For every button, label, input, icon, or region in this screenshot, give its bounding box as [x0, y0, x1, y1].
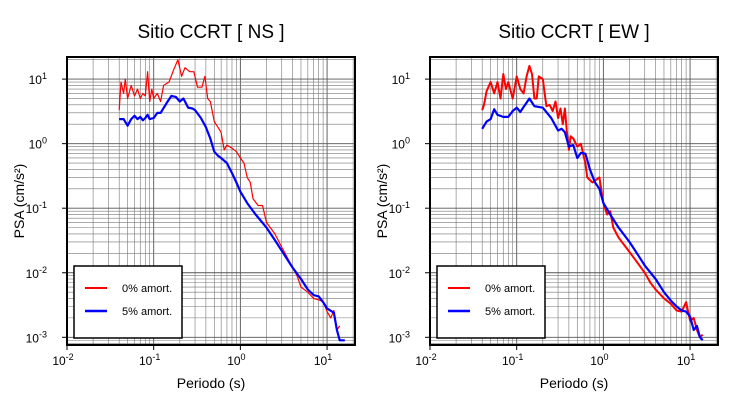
- x-tick-label: 100: [590, 352, 608, 368]
- tick-exponent: 0: [405, 136, 410, 146]
- x-axis-label: Periodo (s): [540, 375, 608, 391]
- y-axis-label: PSA (cm/s²): [11, 164, 27, 239]
- x-tick-label: 10-2: [415, 352, 436, 368]
- y-tick-label: 101: [29, 71, 47, 87]
- x-tick-label: 101: [677, 352, 695, 368]
- tick-exponent: -1: [515, 352, 523, 362]
- y-axis-label: PSA (cm/s²): [374, 164, 390, 239]
- tick-exponent: -2: [39, 265, 47, 275]
- tick-exponent: 1: [42, 71, 47, 81]
- tick-exponent: -3: [402, 329, 410, 339]
- series-line-5pct: [119, 94, 345, 342]
- tick-exponent: -2: [429, 352, 437, 362]
- series-line-5pct: [481, 97, 704, 342]
- y-tick-label: 10-2: [389, 265, 410, 281]
- tick-exponent: 0: [604, 352, 609, 362]
- chart-ew: Sitio CCRT [ EW ] Periodo (s) PSA (cm/s²…: [374, 22, 719, 391]
- chart-ns: Sitio CCRT [ NS ] Periodo (s) PSA (cm/s²…: [11, 22, 356, 391]
- y-tick-label: 10-3: [26, 329, 47, 345]
- x-tick-label: 10-1: [139, 352, 160, 368]
- y-tick-label: 10-2: [26, 265, 47, 281]
- y-tick-label: 10-1: [389, 200, 410, 216]
- chart-title: Sitio CCRT [ NS ]: [137, 22, 284, 43]
- tick-exponent: -1: [152, 352, 160, 362]
- x-tick-label: 100: [227, 352, 245, 368]
- y-tick-label: 10-3: [389, 329, 410, 345]
- legend-box: [73, 265, 183, 339]
- legend: 0% amort. 5% amort.: [73, 265, 183, 339]
- y-tick-label: 10-1: [26, 200, 47, 216]
- tick-exponent: 1: [690, 352, 695, 362]
- plot-frame: [66, 56, 356, 346]
- legend: 0% amort. 5% amort.: [436, 265, 546, 339]
- legend-label: 5% amort.: [122, 306, 172, 318]
- legend-label: 5% amort.: [485, 306, 535, 318]
- y-tick-label: 100: [392, 136, 410, 152]
- tick-exponent: -2: [66, 352, 74, 362]
- series-line-0pct: [118, 59, 341, 331]
- x-tick-label: 101: [314, 352, 332, 368]
- tick-exponent: 1: [405, 71, 410, 81]
- tick-exponent: 0: [42, 136, 47, 146]
- tick-exponent: 1: [327, 352, 332, 362]
- tick-exponent: -2: [402, 265, 410, 275]
- x-tick-label: 10-2: [52, 352, 73, 368]
- plot-frame: [429, 56, 719, 346]
- legend-box: [436, 265, 546, 339]
- chart-title: Sitio CCRT [ EW ]: [498, 22, 649, 43]
- tick-exponent: -1: [402, 200, 410, 210]
- tick-exponent: 0: [241, 352, 246, 362]
- y-tick-label: 100: [29, 136, 47, 152]
- x-tick-label: 10-1: [502, 352, 523, 368]
- tick-exponent: -3: [39, 329, 47, 339]
- legend-label: 0% amort.: [485, 283, 535, 295]
- x-axis-label: Periodo (s): [177, 375, 245, 391]
- legend-label: 0% amort.: [122, 283, 172, 295]
- tick-exponent: -1: [39, 200, 47, 210]
- y-tick-label: 101: [392, 71, 410, 87]
